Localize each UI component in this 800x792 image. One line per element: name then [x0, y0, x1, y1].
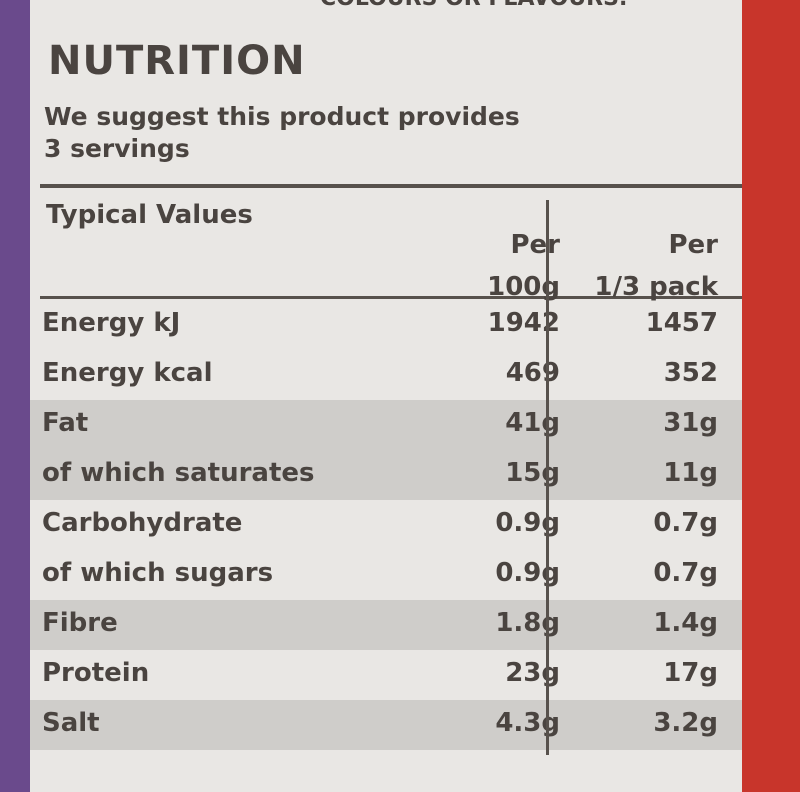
row-shade: [30, 700, 742, 750]
column-header: Per: [668, 230, 718, 260]
nutrient-value: 41g: [505, 408, 560, 438]
column-header: 100g: [487, 272, 560, 302]
nutrient-value: 1.8g: [495, 608, 560, 638]
nutrient-value: 17g: [663, 658, 718, 688]
column-header: Per: [510, 230, 560, 260]
nutrient-value: 3.2g: [653, 708, 718, 738]
nutrient-value: 0.7g: [653, 558, 718, 588]
package-edge: [0, 0, 30, 792]
row-shade: [30, 600, 742, 650]
column-header: 1/3 pack: [594, 272, 718, 302]
nutrient-value: 469: [505, 358, 560, 388]
nutrient-value: 1.4g: [653, 608, 718, 638]
column-header: Typical Values: [46, 200, 253, 230]
top-text: COLOURS OR FLAVOURS.: [320, 0, 627, 11]
nutrient-name: Salt: [42, 708, 100, 738]
nutrient-name: Energy kcal: [42, 358, 213, 388]
column-divider: [546, 200, 549, 755]
nutrient-value: 31g: [663, 408, 718, 438]
nutrient-name: Fibre: [42, 608, 118, 638]
nutrient-name: Carbohydrate: [42, 508, 243, 538]
nutrient-value: 0.9g: [495, 508, 560, 538]
nutrient-value: 0.7g: [653, 508, 718, 538]
nutrient-value: 1942: [487, 308, 560, 338]
row-shade: [30, 400, 742, 500]
nutrient-name: Fat: [42, 408, 89, 438]
subtitle: We suggest this product provides: [44, 102, 520, 131]
nutrient-value: 4.3g: [495, 708, 560, 738]
nutrient-value: 23g: [505, 658, 560, 688]
nutrient-value: 1457: [645, 308, 718, 338]
nutrient-value: 15g: [505, 458, 560, 488]
subtitle: 3 servings: [44, 134, 190, 163]
nutrition-label: COLOURS OR FLAVOURS. NUTRITION We sugges…: [30, 0, 742, 792]
nutrient-name: Energy kJ: [42, 308, 181, 338]
nutrient-value: 352: [663, 358, 718, 388]
nutrient-name: of which sugars: [42, 558, 274, 588]
rule: [40, 296, 742, 299]
nutrient-value: 11g: [663, 458, 718, 488]
title: NUTRITION: [48, 38, 306, 84]
nutrient-name: Protein: [42, 658, 150, 688]
rule: [40, 184, 742, 188]
nutrient-value: 0.9g: [495, 558, 560, 588]
nutrient-name: of which saturates: [42, 458, 315, 488]
